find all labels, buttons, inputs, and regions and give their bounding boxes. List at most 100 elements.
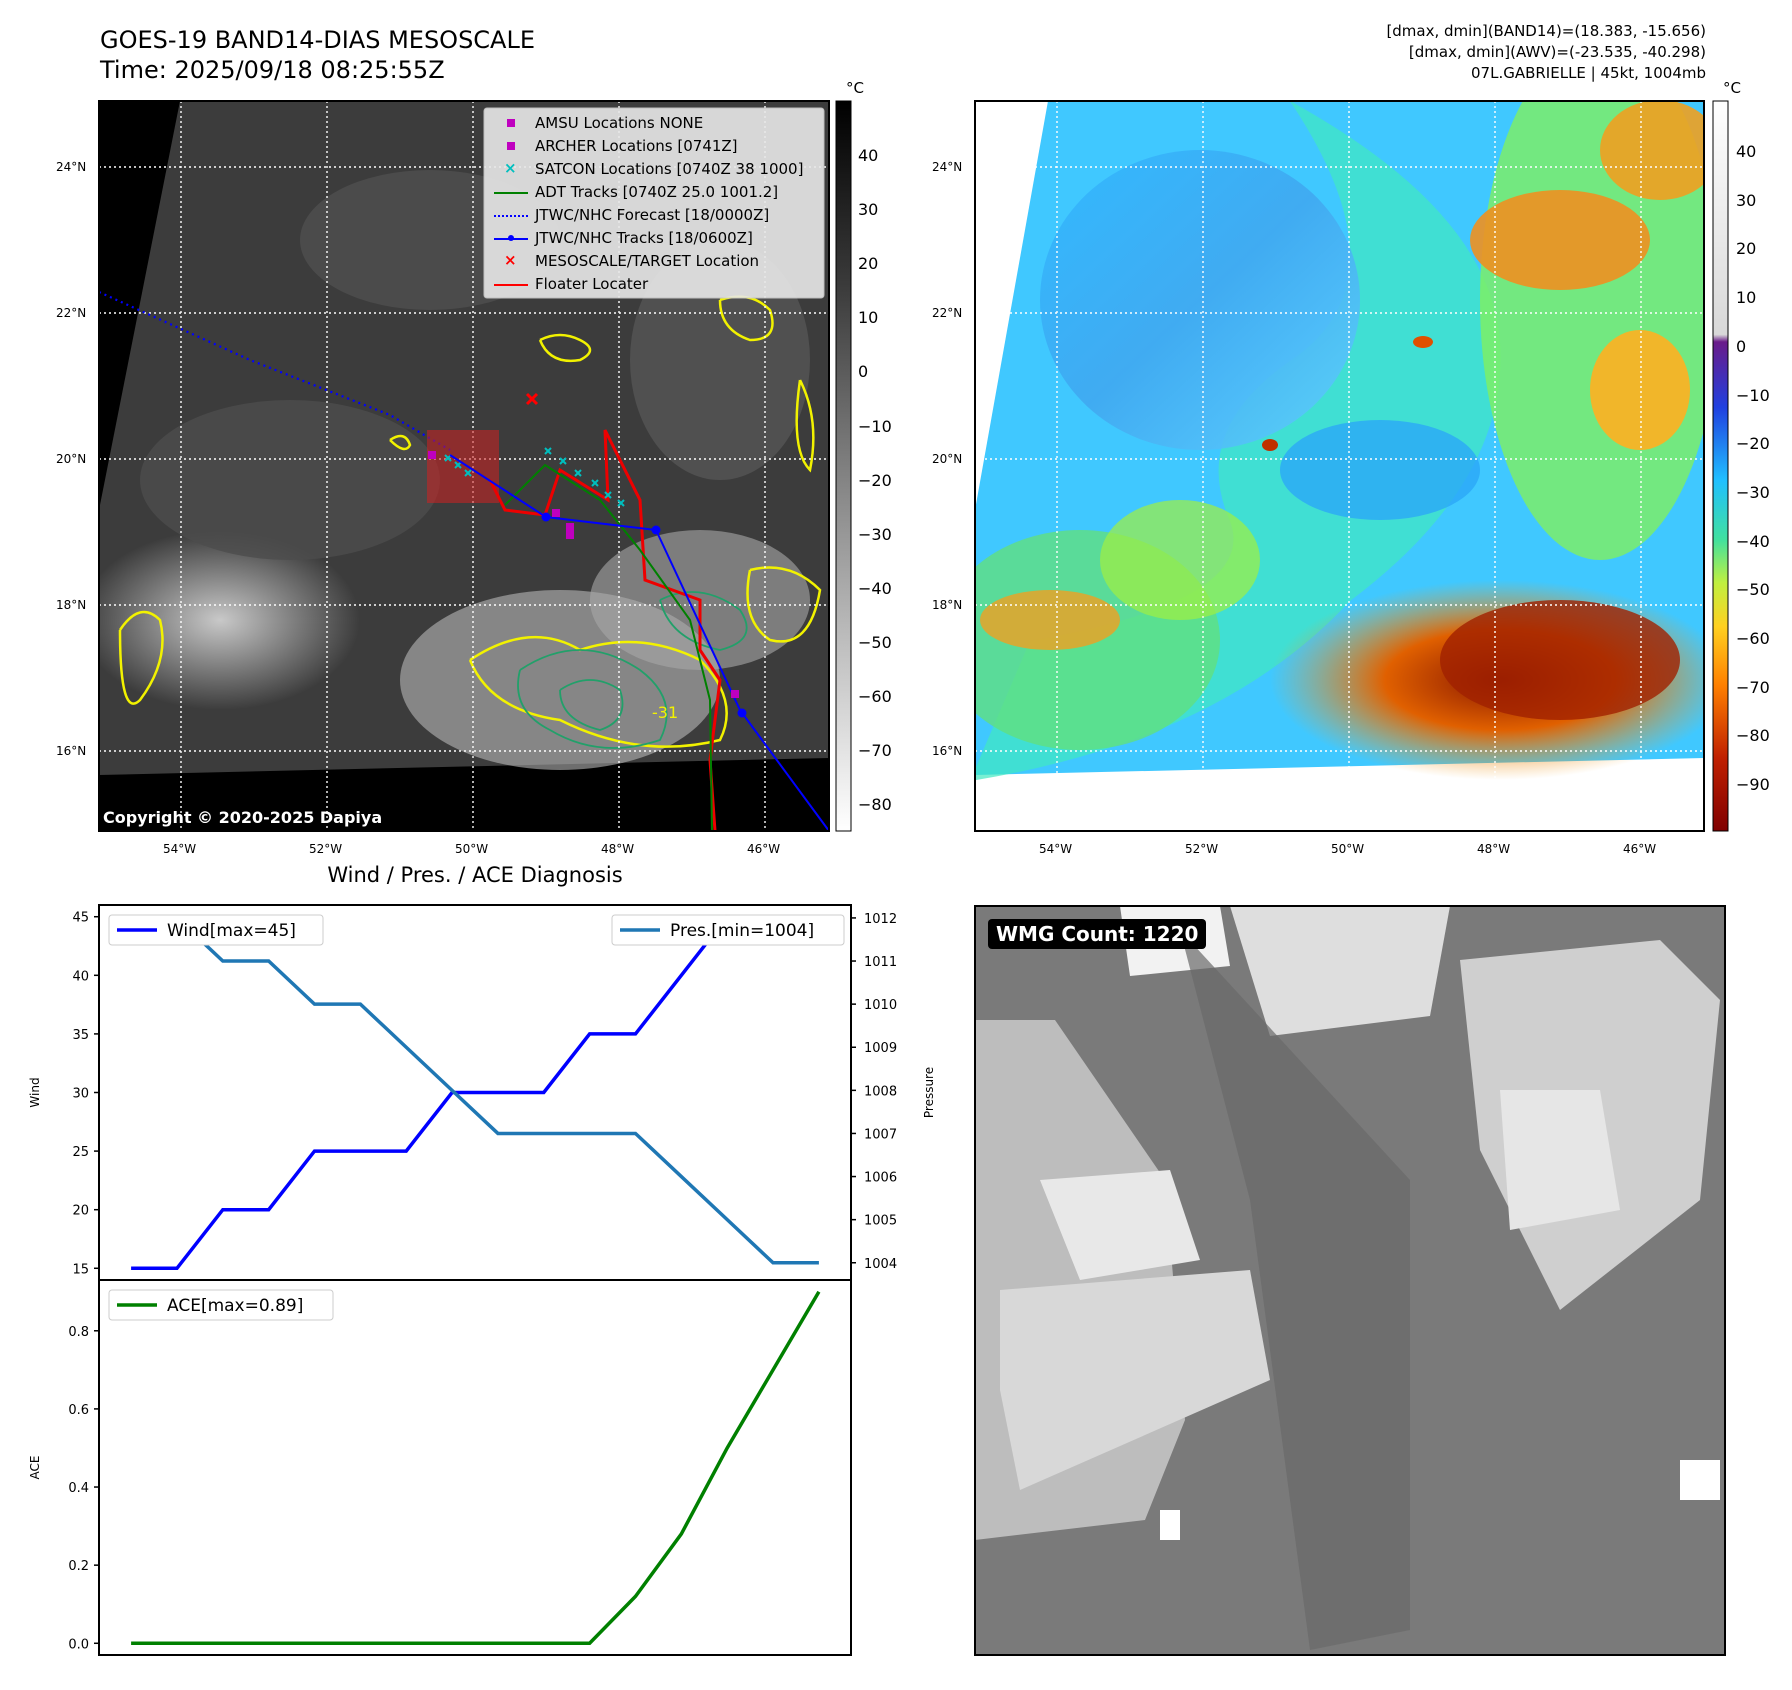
lon-label-2: 52°W	[1185, 842, 1219, 856]
chart-legend: Wind[max=45]	[108, 914, 324, 946]
y-tick-label: 0.0	[68, 1637, 89, 1652]
plot-ace: 0.0 0.2 0.4 0.6 0.8 ACE	[28, 1290, 821, 1652]
legend-marker	[494, 135, 528, 158]
colorbar-tick-label: −40	[1736, 531, 1770, 551]
legend-label: JTWC/NHC Forecast [18/0000Z]	[535, 206, 770, 224]
colorbar-tick-label: −90	[1736, 775, 1770, 795]
legend-entry: Floater Locater	[490, 273, 820, 296]
lon-label: 48°W	[601, 842, 635, 856]
ace-axes	[98, 1279, 852, 1656]
floater-box	[427, 430, 499, 503]
colorbar-tick-label: −20	[858, 470, 892, 490]
lon-label: 46°W	[747, 842, 781, 856]
info-band14: [dmax, dmin](BAND14)=(18.383, -15.656)	[1386, 22, 1706, 40]
chart-legend: Pres.[min=1004]	[611, 914, 845, 946]
jtwc-forecast-track	[99, 290, 451, 451]
series-line	[131, 916, 819, 1265]
colorbar-tick-label: 30	[858, 200, 879, 220]
lon-label: 54°W	[163, 842, 197, 856]
legend-entry: AMSU Locations NONE	[490, 112, 820, 135]
colorbar-tick-label: 10	[1736, 288, 1757, 308]
colorbar-tick-label: 0	[1736, 336, 1747, 356]
colorbar-tick-label: −30	[1736, 482, 1770, 502]
legend-marker	[494, 204, 528, 227]
legend-label: AMSU Locations NONE	[535, 114, 704, 132]
colorbar-tick-label: −70	[858, 741, 892, 761]
y-tick-label: 1006	[864, 1171, 897, 1186]
colorbar-tick-label: −60	[1736, 629, 1770, 648]
y-tick-label: 25	[72, 1145, 89, 1160]
awv-map-panel	[975, 101, 1704, 831]
legend-marker	[494, 181, 528, 204]
y-tick-label: 20	[72, 1204, 89, 1219]
colorbar-tick-label: 20	[858, 254, 879, 274]
y-axis-label: Wind	[28, 1077, 42, 1107]
colorbar-tick-label: −10	[1736, 385, 1770, 405]
wmg-panel	[975, 906, 1725, 1655]
legend-marker	[494, 227, 528, 250]
color-colorbar-unit: °C	[1723, 79, 1741, 97]
plot-wind: 15 20 25 30 35 40 45 Wind	[28, 911, 819, 1277]
y-tick-label: 1010	[864, 998, 897, 1013]
y-tick-label: 35	[72, 1028, 89, 1043]
legend-entry: ARCHER Locations [0741Z]	[490, 135, 820, 158]
legend-label: SATCON Locations [0740Z 38 1000]	[535, 160, 804, 178]
diagnosis-title: Wind / Pres. / ACE Diagnosis	[327, 863, 623, 887]
legend-entry: JTWC/NHC Forecast [18/0000Z]	[490, 204, 820, 227]
gray-colorbar	[835, 100, 852, 832]
y-tick-label: 1008	[864, 1084, 897, 1099]
colorbar-tick-label: −20	[1736, 434, 1770, 454]
contour-label: -31	[652, 703, 678, 722]
chart-legend: ACE[max=0.89]	[108, 1289, 334, 1321]
lon-label: 50°W	[455, 842, 489, 856]
chart-time: Time: 2025/09/18 08:25:55Z	[100, 56, 445, 84]
adt-track	[504, 463, 713, 831]
y-tick-label: 1011	[864, 955, 897, 970]
color-colorbar	[1712, 100, 1729, 832]
legend-label: JTWC/NHC Tracks [18/0600Z]	[535, 229, 753, 247]
legend-marker: ×	[504, 159, 517, 177]
legend-label: ARCHER Locations [0741Z]	[535, 137, 738, 155]
map-legend	[483, 107, 825, 299]
colorbar-tick-label: 40	[858, 146, 879, 165]
satcon-markers	[444, 447, 625, 507]
y-tick-label: 1005	[864, 1214, 897, 1229]
plot-pressure: 1012 1011 1010 1009 1008 1007 1006 1005 1004 Pres…	[131, 912, 936, 1272]
map2-gridlines	[975, 101, 1704, 831]
y-axis-label: Pressure	[922, 1067, 936, 1118]
lat-label-2: 16°N	[932, 744, 963, 758]
colorbar-tick-label: 30	[1736, 190, 1757, 210]
legend-marker	[494, 273, 528, 296]
y-tick-label: 1004	[864, 1257, 897, 1272]
lon-label: 52°W	[309, 842, 343, 856]
lat-label: 20°N	[56, 452, 87, 466]
colorbar-tick-label: −30	[858, 524, 892, 544]
lat-label-2: 24°N	[932, 160, 963, 174]
chart-title: GOES-19 BAND14-DIAS MESOSCALE	[100, 26, 536, 54]
archer-markers	[428, 451, 739, 698]
lat-label-2: 22°N	[932, 306, 963, 320]
colorbar-tick-label: −50	[858, 632, 892, 652]
legend-label: ACE[max=0.89]	[167, 1296, 303, 1316]
legend-entry: ADT Tracks [0740Z 25.0 1001.2]	[490, 181, 820, 204]
legend-label: Wind[max=45]	[167, 921, 296, 941]
y-tick-label: 0.8	[68, 1325, 89, 1340]
legend-entries: AMSU Locations NONE ARCHER Locations [074…	[490, 112, 820, 296]
y-axis-label: ACE	[28, 1456, 42, 1480]
lon-label-2: 46°W	[1623, 842, 1657, 856]
wmg-count-label: WMG Count: 1220	[988, 919, 1207, 949]
legend-label: Floater Locater	[535, 275, 649, 293]
legend-entry: JTWC/NHC Tracks [18/0600Z]	[490, 227, 820, 250]
y-tick-label: 40	[72, 969, 89, 984]
lon-label-2: 54°W	[1039, 842, 1073, 856]
series-line	[131, 914, 819, 1271]
y-tick-label: 0.4	[68, 1481, 89, 1496]
y-tick-label: 30	[72, 1087, 89, 1102]
lat-label: 24°N	[56, 160, 87, 174]
colorbar-tick-label: 40	[1736, 142, 1757, 161]
colorbar-tick-label: 20	[1736, 239, 1757, 259]
y-tick-label: 45	[72, 911, 89, 926]
lat-label: 22°N	[56, 306, 87, 320]
colorbar-tick-label: 10	[858, 308, 879, 328]
y-tick-label: 1009	[864, 1041, 897, 1056]
